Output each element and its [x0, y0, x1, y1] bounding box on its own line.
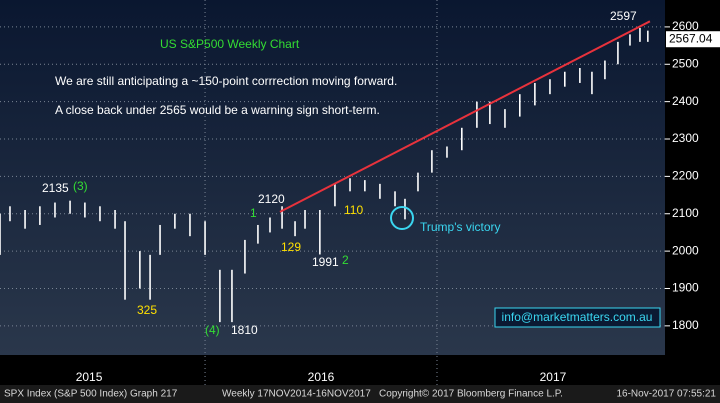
annotation: 129 — [281, 240, 301, 254]
comment: A close back under 2565 would be a warni… — [55, 103, 380, 117]
annotation: 1810 — [231, 323, 258, 337]
annotation: 325 — [137, 303, 157, 317]
annotation: 1991 — [312, 255, 339, 269]
annotation: (4) — [205, 323, 220, 337]
chart-title: US S&P500 Weekly Chart — [160, 37, 300, 51]
y-tick-label: 2400 — [672, 94, 699, 108]
trend-line — [279, 20, 651, 213]
marks — [0, 0, 665, 385]
x-tick-label: 2017 — [540, 370, 567, 384]
annotation: 2597 — [610, 9, 637, 23]
y-tick-label: 2000 — [672, 243, 699, 257]
comment: We are still anticipating a ~150-point c… — [55, 74, 397, 88]
footer-text: Weekly 17NOV2014-16NOV2017 — [222, 389, 371, 400]
last-price-label: 2567.04 — [669, 31, 713, 45]
y-tick-label: 2300 — [672, 131, 699, 145]
y-tick-label: 2500 — [672, 56, 699, 70]
x-tick-label: 2015 — [76, 370, 103, 384]
event-circle — [390, 206, 414, 230]
y-tick-label: 1800 — [672, 318, 699, 332]
annotation: 110 — [344, 203, 363, 217]
plot-area — [0, 0, 665, 355]
x-tick-label: 2016 — [308, 370, 335, 384]
y-tick-label: 2100 — [672, 206, 699, 220]
annotation: 2120 — [258, 192, 285, 206]
footer-band — [0, 385, 720, 403]
footer-text: 16-Nov-2017 07:55:21 — [616, 389, 716, 400]
annotation: Trump's victory — [420, 220, 501, 234]
annotation: (3) — [73, 179, 88, 193]
footer-text: SPX Index (S&P 500 Index) Graph 217 — [4, 389, 178, 400]
annotation: 1 — [250, 206, 257, 220]
footer-text: Copyright© 2017 Bloomberg Finance L.P. — [379, 389, 563, 400]
y-tick-label: 2600 — [672, 19, 699, 33]
x-axis-band — [0, 355, 720, 385]
annotation: 2 — [342, 253, 349, 267]
contact-box — [494, 307, 661, 328]
last-price-tag — [666, 31, 720, 48]
annotation: 2135 — [42, 181, 69, 195]
y-tick-label: 2200 — [672, 169, 699, 183]
contact: info@marketmatters.com.au — [502, 310, 653, 324]
y-tick-label: 1900 — [672, 281, 699, 295]
